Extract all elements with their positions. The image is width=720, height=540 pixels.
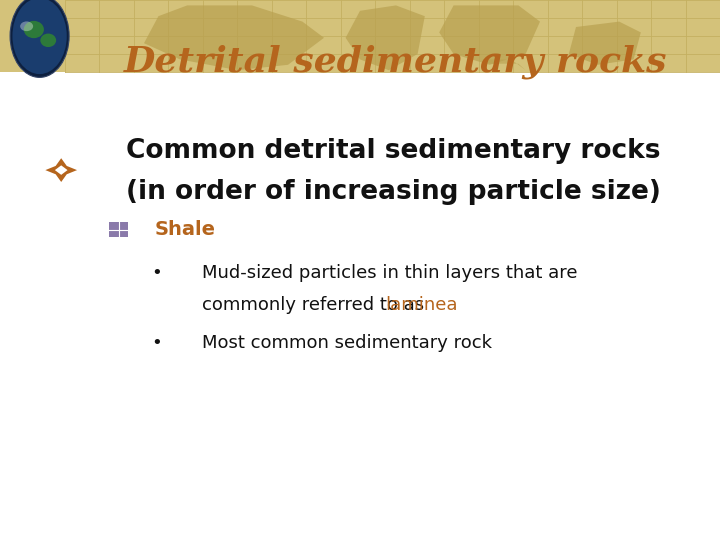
Ellipse shape [24,21,44,38]
Bar [109,222,128,237]
Polygon shape [569,22,641,65]
Ellipse shape [20,22,33,31]
Ellipse shape [12,0,67,74]
Polygon shape [346,5,425,70]
Text: commonly referred to as: commonly referred to as [202,296,429,314]
Ellipse shape [10,0,69,77]
Polygon shape [482,59,526,70]
Text: (in order of increasing particle size): (in order of increasing particle size) [126,179,661,205]
Ellipse shape [40,33,56,47]
Polygon shape [55,165,68,175]
Text: Detrital sedimentary rocks: Detrital sedimentary rocks [125,45,667,79]
Text: Mud-sized particles in thin layers that are: Mud-sized particles in thin layers that … [202,264,577,282]
Text: laminea: laminea [385,296,458,314]
Polygon shape [439,5,540,65]
Polygon shape [45,158,77,182]
Bar [0,0,720,72]
Text: Shale: Shale [155,220,216,239]
Text: Common detrital sedimentary rocks: Common detrital sedimentary rocks [126,138,660,164]
Polygon shape [144,5,324,70]
Text: •: • [151,264,162,282]
Text: Most common sedimentary rock: Most common sedimentary rock [202,334,492,352]
Text: •: • [151,334,162,352]
